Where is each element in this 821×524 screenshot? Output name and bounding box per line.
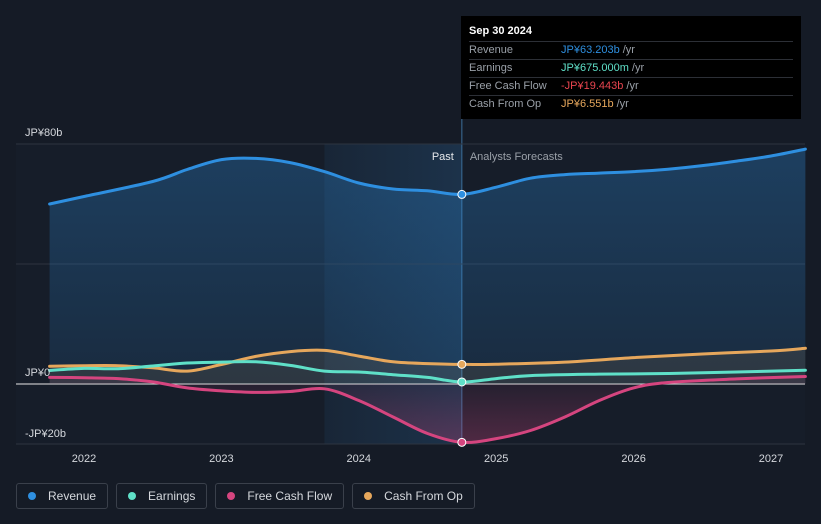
tooltip-row-cash-from-op: Cash From Op JP¥6.551b /yr <box>469 95 793 113</box>
past-label: Past <box>432 151 454 163</box>
tooltip-unit: /yr <box>631 62 645 74</box>
tooltip-row-free-cash-flow: Free Cash Flow -JP¥19.443b /yr <box>469 77 793 95</box>
legend-item-revenue[interactable]: Revenue <box>16 483 109 509</box>
legend-dot-icon <box>28 492 36 500</box>
legend-dot-icon <box>128 492 137 500</box>
legend-item-free-cash-flow[interactable]: Free Cash Flow <box>215 483 345 509</box>
legend-dot-icon <box>227 492 236 500</box>
y-tick-label: JP¥0 <box>25 367 50 379</box>
tooltip-label: Free Cash Flow <box>469 80 547 92</box>
forecast-label: Analysts Forecasts <box>470 151 563 163</box>
revenue-area <box>49 149 806 384</box>
revenue-line <box>48 147 807 206</box>
y-tick-label: JP¥80b <box>25 127 62 139</box>
legend-label: Free Cash Flow <box>247 489 333 503</box>
legend-item-cash-from-op[interactable]: Cash From Op <box>352 483 475 509</box>
earnings-line <box>48 360 807 384</box>
tooltip-value: JP¥6.551b <box>561 98 614 110</box>
free-cash-flow-highlight-point <box>457 437 467 447</box>
legend-item-earnings[interactable]: Earnings <box>116 483 208 509</box>
tooltip-unit: /yr <box>622 44 635 56</box>
legend-label: Revenue <box>48 489 97 503</box>
tooltip-value: JP¥675.000m <box>561 62 629 74</box>
tooltip-value: -JP¥19.443b <box>561 80 624 92</box>
legend-dot-icon <box>364 492 373 500</box>
x-tick-label: 2023 <box>209 453 233 465</box>
x-tick-label: 2027 <box>759 453 783 465</box>
tooltip-label: Revenue <box>469 44 514 56</box>
chart: JP¥80b JP¥0 -JP¥20b 2022 2023 2024 2025 2026 202… <box>16 16 807 465</box>
tooltip-unit: /yr <box>616 98 629 110</box>
x-tick-label: 2022 <box>72 453 96 465</box>
tooltip-value: JP¥63.203b <box>561 44 620 56</box>
tooltip-label: Cash From Op <box>469 98 542 110</box>
cash-from-op-line <box>48 346 807 373</box>
revenue-highlight-point <box>457 189 467 199</box>
x-tick-label: 2025 <box>484 453 508 465</box>
x-tick-label: 2024 <box>347 453 371 465</box>
earnings-highlight-point <box>457 377 467 387</box>
tooltip-unit: /yr <box>626 80 639 92</box>
legend-label: Cash From Op <box>384 489 463 503</box>
x-tick-label: 2026 <box>621 453 645 465</box>
legend-label: Earnings <box>148 489 196 503</box>
tooltip-label: Earnings <box>469 62 513 74</box>
cash-from-op-highlight-point <box>457 359 467 369</box>
legend: Revenue Earnings Free Cash Flow Cash Fro… <box>16 483 475 509</box>
tooltip: Sep 30 2024 Revenue JP¥63.203b /yr Earni… <box>461 16 801 119</box>
tooltip-date: Sep 30 2024 <box>469 25 532 37</box>
tooltip-row-revenue: Revenue JP¥63.203b /yr <box>469 41 793 59</box>
tooltip-row-earnings: Earnings JP¥675.000m /yr <box>469 59 793 77</box>
y-tick-label: -JP¥20b <box>25 428 66 440</box>
free-cash-flow-line <box>48 375 807 444</box>
